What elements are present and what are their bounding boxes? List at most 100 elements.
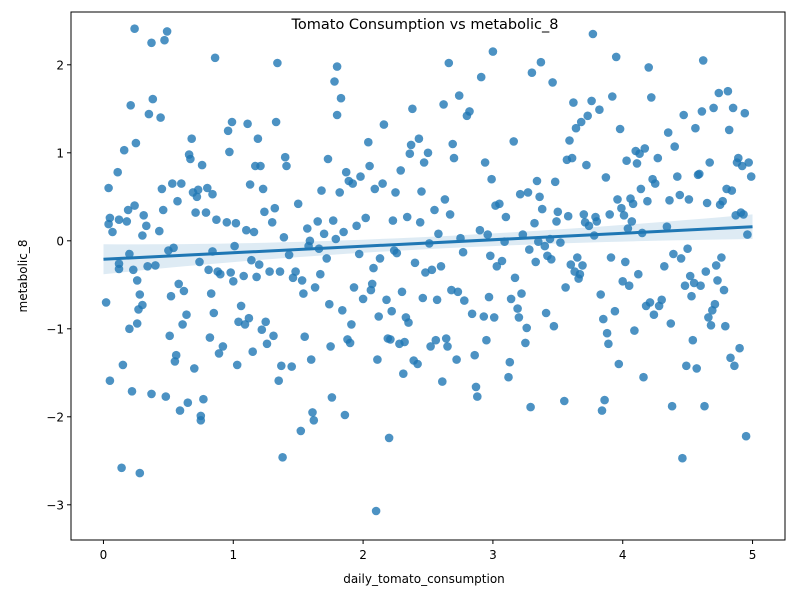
data-point (105, 376, 115, 386)
data-point (613, 195, 622, 204)
data-point (743, 230, 752, 239)
data-point (549, 321, 559, 331)
data-point (713, 276, 722, 285)
data-point (521, 338, 530, 348)
data-point (361, 213, 371, 223)
data-point (193, 185, 203, 195)
data-point (604, 339, 613, 349)
data-point (187, 134, 196, 143)
data-point (610, 306, 620, 316)
data-point (615, 124, 625, 134)
data-point (326, 342, 335, 351)
data-point (247, 255, 256, 265)
data-point (438, 377, 447, 386)
data-point (143, 262, 152, 271)
data-point (711, 261, 721, 270)
data-point (191, 208, 200, 217)
data-point (105, 213, 115, 223)
data-point (274, 376, 284, 386)
data-point (453, 287, 463, 297)
data-point (130, 201, 139, 210)
data-point (696, 281, 705, 291)
data-point (739, 210, 748, 219)
data-point (242, 225, 251, 235)
data-point (687, 291, 696, 301)
data-point (431, 335, 441, 345)
data-point (619, 211, 629, 220)
data-point (117, 463, 126, 473)
data-point (714, 88, 724, 98)
data-point (730, 361, 739, 371)
data-point (138, 231, 147, 240)
data-point (323, 154, 333, 164)
data-point (675, 190, 685, 200)
data-point (210, 53, 220, 63)
data-point (536, 57, 546, 67)
data-point (214, 349, 224, 358)
data-point (534, 237, 543, 246)
data-point (576, 117, 586, 127)
data-point (101, 298, 111, 307)
data-point (245, 180, 255, 189)
data-point (482, 335, 491, 345)
data-point (271, 117, 281, 127)
data-point (571, 123, 581, 133)
data-point (449, 153, 459, 163)
data-point (680, 281, 690, 291)
data-point (526, 402, 535, 412)
data-point (158, 205, 168, 215)
data-point (204, 265, 213, 275)
data-point (209, 308, 219, 318)
data-point (303, 224, 312, 233)
data-point (465, 107, 474, 116)
data-point (404, 318, 413, 327)
data-point (480, 158, 490, 167)
data-point (410, 258, 420, 268)
data-point (267, 218, 277, 227)
data-point (179, 286, 189, 296)
data-point (540, 241, 550, 251)
data-point (709, 103, 718, 113)
data-point (605, 210, 614, 219)
data-point (602, 328, 612, 338)
data-point (458, 247, 468, 257)
data-point (265, 267, 274, 276)
data-point (614, 359, 624, 369)
data-point (397, 287, 407, 297)
x-axis: 0 1 2 3 4 5 (100, 540, 756, 562)
data-point (175, 406, 185, 415)
data-point (662, 222, 672, 231)
data-point (489, 313, 499, 322)
data-point (225, 147, 234, 157)
data-point (640, 144, 650, 153)
data-point (522, 323, 531, 333)
data-point (460, 296, 469, 305)
data-point (504, 372, 513, 382)
x-tick-label: 0 (100, 548, 108, 562)
data-point (223, 126, 233, 136)
data-point (306, 355, 316, 364)
data-point (595, 105, 604, 114)
data-point (552, 217, 561, 226)
data-point (530, 218, 539, 228)
data-point (488, 47, 498, 56)
data-point (645, 298, 655, 307)
data-point (280, 152, 290, 162)
data-point (634, 269, 643, 279)
data-point (354, 249, 364, 259)
data-point (104, 183, 113, 193)
data-point (698, 56, 708, 65)
data-point (126, 101, 135, 110)
data-point (737, 161, 747, 171)
data-point (649, 310, 659, 320)
data-point (161, 392, 171, 401)
data-point (415, 218, 425, 227)
data-point (587, 96, 596, 106)
data-point (256, 161, 265, 171)
data-point (741, 431, 751, 441)
data-point (515, 189, 525, 199)
data-point (279, 233, 289, 242)
data-point (670, 142, 679, 151)
